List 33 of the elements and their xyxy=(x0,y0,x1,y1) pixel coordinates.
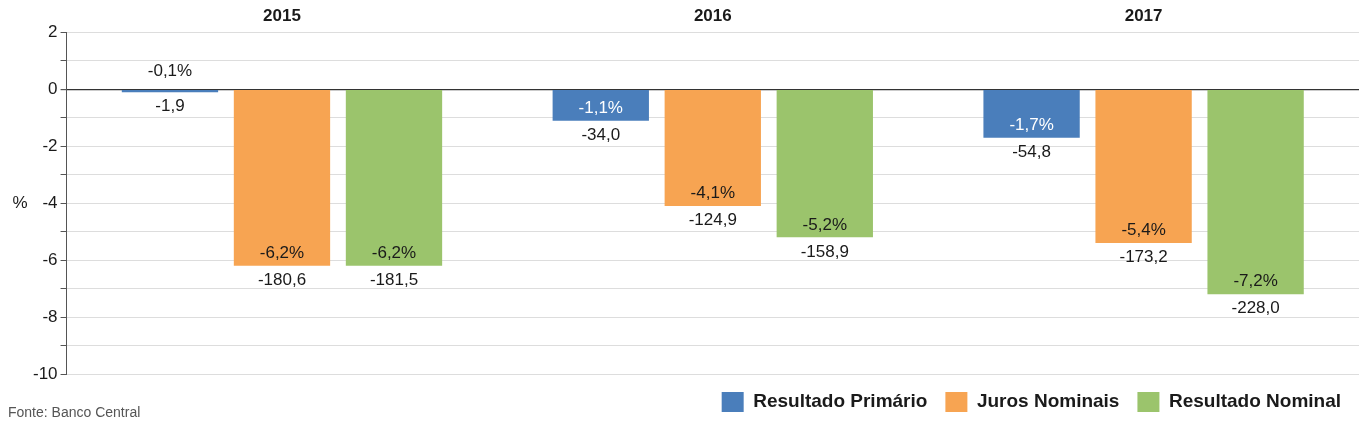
data-label: -6,2% xyxy=(371,243,417,263)
data-label: -5,2% xyxy=(802,214,848,234)
annotation: -180,6 xyxy=(257,270,307,290)
y-tick-label: -10 xyxy=(32,363,58,383)
annotation: -173,2 xyxy=(1119,247,1168,267)
data-label: -0,1% xyxy=(147,60,193,80)
annotation: -228,0 xyxy=(1231,298,1280,318)
legend-label: Juros Nominais xyxy=(976,390,1120,412)
y-tick-label: -6 xyxy=(42,249,58,269)
y-tick-label: -8 xyxy=(42,306,58,326)
annotation: -181,5 xyxy=(369,270,419,290)
data-label: -6,2% xyxy=(259,243,305,263)
legend-label: Resultado Primário xyxy=(753,390,928,412)
annotation: -1,9 xyxy=(155,96,185,116)
data-label: -5,4% xyxy=(1121,220,1166,240)
legend-label: Resultado Nominal xyxy=(1168,390,1341,412)
y-tick-label: -2 xyxy=(42,135,58,155)
annotation: -158,9 xyxy=(800,241,849,261)
annotation: -34,0 xyxy=(581,124,621,144)
y-tick-label: -4 xyxy=(42,192,58,212)
annotation: -124,9 xyxy=(688,210,737,230)
x-tick-label: 2016 xyxy=(693,5,732,25)
source-note: Fonte: Banco Central xyxy=(8,403,141,420)
annotation: -54,8 xyxy=(1012,141,1051,161)
data-label: -4,1% xyxy=(690,183,735,203)
y-tick-label: 2 xyxy=(48,22,58,42)
data-label: -7,2% xyxy=(1233,271,1278,291)
y-tick-label: 0 xyxy=(48,79,58,99)
data-label: -1,1% xyxy=(578,97,623,117)
x-tick-label: 2017 xyxy=(1124,5,1163,25)
x-tick-label: 2015 xyxy=(263,5,301,25)
y-axis-title: % xyxy=(12,192,28,212)
data-label: -1,7% xyxy=(1009,114,1054,134)
